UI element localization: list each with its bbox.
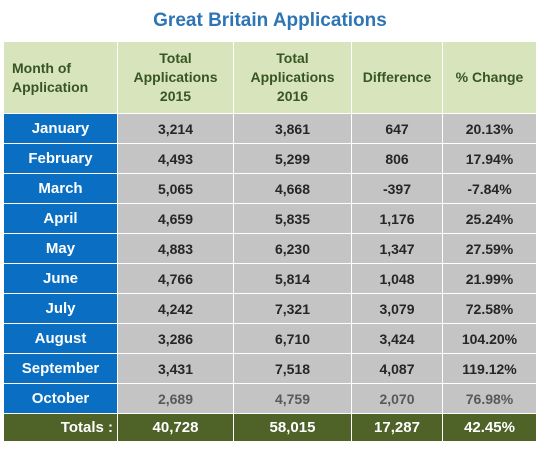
totals-label: Totals : (3, 413, 118, 442)
header-line: 2016 (276, 88, 309, 104)
value-cell: -7.84% (442, 173, 537, 204)
value-cell: 4,493 (117, 143, 234, 174)
value-cell: 4,668 (233, 173, 352, 204)
header-line: Month of (12, 59, 72, 76)
header-line: Difference (362, 69, 432, 85)
value-cell: 3,079 (351, 293, 443, 324)
value-cell: 72.58% (442, 293, 537, 324)
column-header-percent-change: % Change (442, 41, 537, 114)
value-cell: 104.20% (442, 323, 537, 354)
month-cell: May (3, 233, 118, 264)
value-cell: 4,766 (117, 263, 234, 294)
value-cell: 3,424 (351, 323, 443, 354)
month-cell: August (3, 323, 118, 354)
table-row: May 4,883 6,230 1,347 27.59% (3, 233, 537, 264)
value-cell: 25.24% (442, 203, 537, 234)
value-cell: 7,321 (233, 293, 352, 324)
totals-cell: 17,287 (351, 413, 443, 442)
table-row: January 3,214 3,861 647 20.13% (3, 113, 537, 144)
month-cell: April (3, 203, 118, 234)
totals-cell: 58,015 (233, 413, 352, 442)
value-cell: 21.99% (442, 263, 537, 294)
value-cell: 5,835 (233, 203, 352, 234)
value-cell: 119.12% (442, 353, 537, 384)
month-cell: September (3, 353, 118, 384)
value-cell: 3,431 (117, 353, 234, 384)
month-cell: March (3, 173, 118, 204)
table-row: June 4,766 5,814 1,048 21.99% (3, 263, 537, 294)
value-cell: 1,176 (351, 203, 443, 234)
value-cell: 806 (351, 143, 443, 174)
value-cell: 76.98% (442, 383, 537, 414)
month-cell: June (3, 263, 118, 294)
chart-title: Great Britain Applications (153, 10, 387, 31)
month-cell: October (3, 383, 118, 414)
month-cell: July (3, 293, 118, 324)
totals-cell: 42.45% (442, 413, 537, 442)
month-cell: January (3, 113, 118, 144)
value-cell: 6,230 (233, 233, 352, 264)
column-header-difference: Difference (351, 41, 443, 114)
totals-cell: 40,728 (117, 413, 234, 442)
table-row: February 4,493 5,299 806 17.94% (3, 143, 537, 174)
header-line: Applications (133, 69, 218, 85)
value-cell: 4,883 (117, 233, 234, 264)
month-cell: February (3, 143, 118, 174)
value-cell: 6,710 (233, 323, 352, 354)
value-cell: 4,759 (233, 383, 352, 414)
value-cell: 1,347 (351, 233, 443, 264)
table-row: April 4,659 5,835 1,176 25.24% (3, 203, 537, 234)
value-cell: 1,048 (351, 263, 443, 294)
value-cell: 5,299 (233, 143, 352, 174)
applications-table: Month of Application Total Applications … (3, 41, 537, 442)
header-line: Application (12, 78, 89, 95)
table-row: July 4,242 7,321 3,079 72.58% (3, 293, 537, 324)
table-row: March 5,065 4,668 -397 -7.84% (3, 173, 537, 204)
table-row: August 3,286 6,710 3,424 104.20% (3, 323, 537, 354)
value-cell: 5,814 (233, 263, 352, 294)
value-cell: 4,242 (117, 293, 234, 324)
totals-row: Totals : 40,728 58,015 17,287 42.45% (3, 413, 537, 442)
value-cell: 4,087 (351, 353, 443, 384)
value-cell: 27.59% (442, 233, 537, 264)
value-cell: 2,689 (117, 383, 234, 414)
value-cell: 3,214 (117, 113, 234, 144)
header-line: Applications (250, 69, 335, 85)
value-cell: -397 (351, 173, 443, 204)
table-row: September 3,431 7,518 4,087 119.12% (3, 353, 537, 384)
value-cell: 5,065 (117, 173, 234, 204)
header-line: 2015 (159, 88, 192, 104)
column-header-total-2016: Total Applications 2016 (233, 41, 352, 114)
header-line: Total (276, 50, 309, 66)
table-row: October 2,689 4,759 2,070 76.98% (3, 383, 537, 414)
value-cell: 647 (351, 113, 443, 144)
header-row: Month of Application Total Applications … (3, 41, 537, 114)
column-header-total-2015: Total Applications 2015 (117, 41, 234, 114)
table-body: January 3,214 3,861 647 20.13% February 4,493 5… (3, 113, 537, 414)
column-header-month: Month of Application (3, 41, 118, 114)
value-cell: 4,659 (117, 203, 234, 234)
value-cell: 3,861 (233, 113, 352, 144)
header-line: % Change (455, 69, 524, 85)
value-cell: 7,518 (233, 353, 352, 384)
header-line: Total (159, 50, 192, 66)
value-cell: 3,286 (117, 323, 234, 354)
value-cell: 2,070 (351, 383, 443, 414)
value-cell: 17.94% (442, 143, 537, 174)
value-cell: 20.13% (442, 113, 537, 144)
